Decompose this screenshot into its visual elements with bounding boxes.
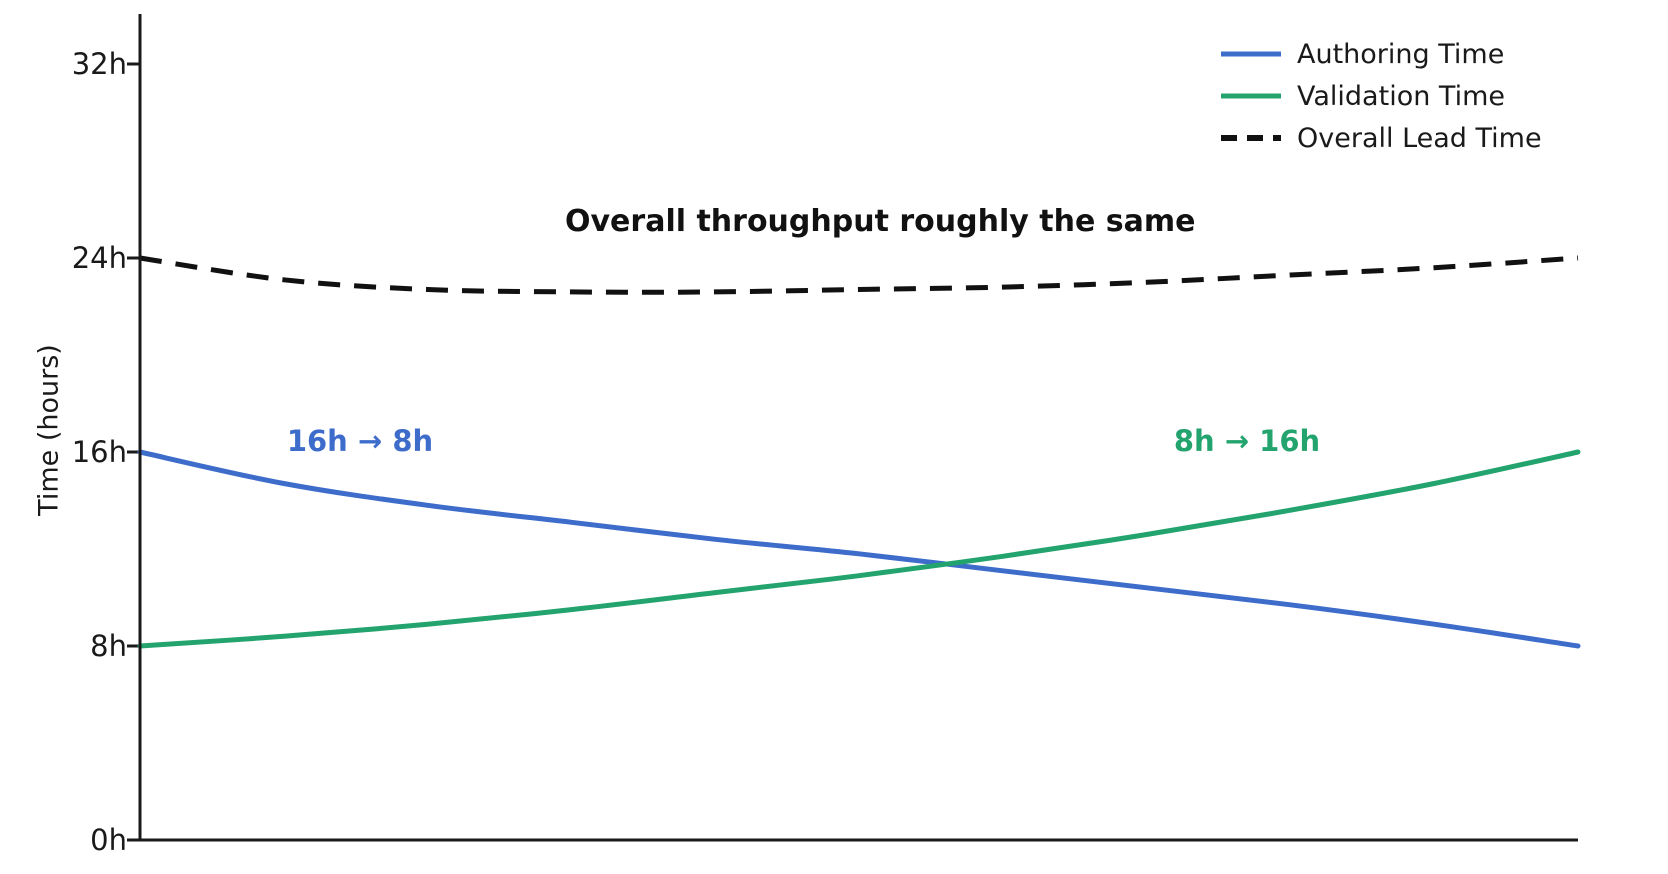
legend: Authoring Time Validation Time Overall L… — [1220, 37, 1542, 155]
annotation-validation-shift: 8h → 16h — [1173, 424, 1321, 458]
series-line-validation-time — [137, 449, 1581, 649]
curves — [137, 255, 1581, 649]
legend-item-overall-lead-time: Overall Lead Time — [1220, 121, 1542, 155]
legend-label: Overall Lead Time — [1297, 122, 1542, 154]
legend-item-authoring-time: Authoring Time — [1220, 37, 1542, 71]
legend-line-swatch-dashed — [1221, 135, 1281, 141]
annotation-throughput-note: Overall throughput roughly the same — [565, 204, 1196, 239]
legend-line-swatch-solid — [1221, 93, 1281, 99]
y-tick-label: 8h — [90, 629, 127, 663]
y-tick-label: 16h — [71, 435, 127, 469]
legend-item-validation-time: Validation Time — [1220, 79, 1542, 113]
legend-label: Authoring Time — [1297, 38, 1505, 70]
annotation-authoring-shift: 16h → 8h — [286, 424, 434, 458]
y-tick-label: 24h — [71, 241, 127, 275]
series-line-overall-lead-time — [139, 255, 1579, 295]
y-axis-label: Time (hours) — [33, 344, 65, 516]
y-tick-label: 32h — [71, 47, 127, 81]
y-tick-label: 0h — [90, 823, 127, 857]
legend-line-swatch-solid — [1221, 51, 1281, 57]
legend-label: Validation Time — [1297, 80, 1505, 112]
series-line-authoring-time — [137, 449, 1581, 649]
